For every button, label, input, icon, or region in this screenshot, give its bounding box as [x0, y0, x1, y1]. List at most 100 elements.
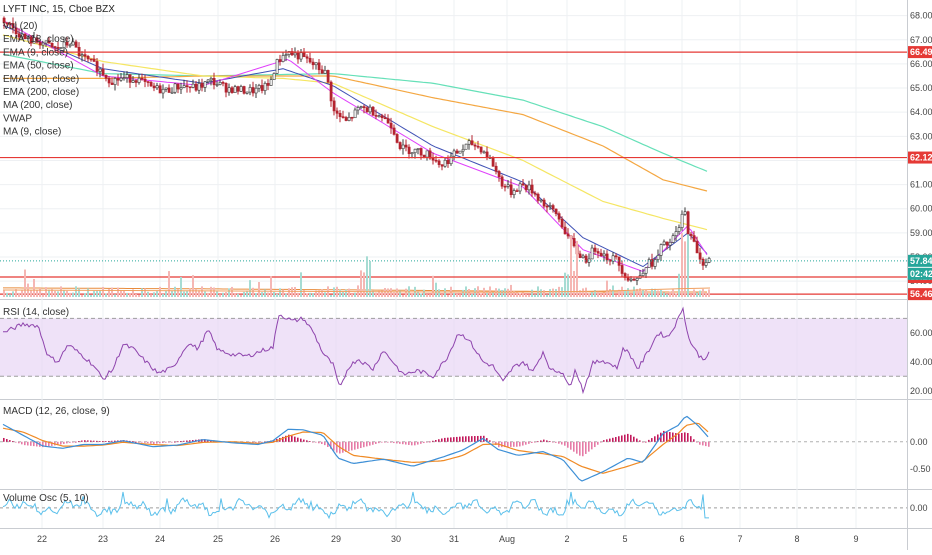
- macd-histogram-bar: [540, 440, 542, 442]
- macd-histogram-bar: [534, 441, 536, 443]
- volume-bar: [123, 290, 125, 297]
- volume-bar: [564, 272, 566, 297]
- macd-histogram-bar: [189, 440, 191, 442]
- candle-body: [599, 252, 603, 257]
- macd-histogram-bar: [99, 441, 101, 442]
- macd-histogram-bar: [693, 439, 695, 442]
- candle-body: [602, 253, 606, 257]
- candle-body: [572, 238, 576, 247]
- volume-bar: [210, 286, 212, 297]
- candle-body: [470, 140, 474, 146]
- candle-body: [317, 62, 321, 71]
- volume-bar: [129, 293, 131, 297]
- volume-bar: [333, 287, 335, 297]
- candle-body: [380, 115, 384, 118]
- volume-bar: [84, 293, 86, 297]
- macd-histogram-bar: [564, 441, 566, 446]
- volume-bar: [684, 241, 686, 297]
- candle-body: [644, 267, 648, 274]
- macd-histogram-bar: [708, 441, 710, 447]
- macd-histogram-bar: [474, 436, 476, 442]
- candle-body: [104, 75, 108, 79]
- macd-histogram-bar: [528, 441, 530, 444]
- volume-bar: [93, 291, 95, 297]
- macd-histogram-bar: [360, 441, 362, 449]
- candle-body: [269, 79, 273, 86]
- volume-bar: [399, 290, 401, 297]
- candle-body: [659, 244, 663, 256]
- price-panel[interactable]: [0, 16, 907, 295]
- volume-bar: [33, 278, 35, 297]
- volume-bar: [633, 286, 635, 297]
- macd-histogram-bar: [162, 441, 164, 443]
- macd-histogram-bar: [591, 441, 593, 450]
- volume-bar: [516, 291, 518, 297]
- chart-title: LYFT INC, 15, Cboe BZX: [3, 4, 115, 15]
- volume-bar: [387, 288, 389, 297]
- volume-bar: [708, 289, 710, 297]
- macd-histogram-bar: [642, 441, 644, 443]
- volume-bar: [171, 290, 173, 297]
- macd-histogram-bar: [81, 440, 83, 442]
- macd-histogram-bar: [393, 441, 395, 444]
- macd-histogram-bar: [177, 441, 179, 443]
- macd-histogram-bar: [420, 441, 422, 444]
- volume-bar: [81, 294, 83, 297]
- volume-bar: [573, 270, 575, 297]
- volume-bar: [141, 288, 143, 297]
- macd-histogram-bar: [129, 440, 131, 442]
- macd-histogram-bar: [87, 440, 89, 442]
- volume-bar: [144, 288, 146, 297]
- macd-histogram-bar: [570, 441, 572, 450]
- macd-histogram-bar: [354, 441, 356, 450]
- macd-histogram-bar: [552, 441, 554, 443]
- rsi-panel[interactable]: [0, 306, 907, 395]
- volume-bar: [609, 289, 611, 297]
- countdown-tag: [908, 267, 932, 280]
- macd-histogram-bar: [510, 441, 512, 447]
- candle-body: [218, 82, 222, 85]
- macd-histogram-bar: [186, 440, 188, 442]
- macd-histogram-bar: [405, 441, 407, 445]
- volume-bar: [258, 282, 260, 297]
- candle-body: [479, 146, 483, 153]
- volume-bar: [486, 292, 488, 297]
- candle-body: [344, 117, 348, 121]
- macd-panel[interactable]: [0, 415, 907, 482]
- macd-histogram-bar: [252, 441, 254, 443]
- macd-histogram-bar: [399, 441, 401, 444]
- volume-osc-panel[interactable]: [0, 491, 907, 520]
- volume-bar: [18, 292, 20, 297]
- macd-histogram-bar: [315, 441, 317, 443]
- volume-bar: [12, 291, 14, 297]
- candle-body: [491, 157, 495, 167]
- macd-histogram-bar: [438, 439, 440, 442]
- candle-body: [482, 151, 486, 154]
- axis-layer: 68.0067.0066.0065.0064.0063.0062.0061.00…: [37, 11, 932, 544]
- macd-histogram-bar: [372, 441, 374, 445]
- macd-histogram-bar: [444, 437, 446, 442]
- volume-bar: [471, 293, 473, 297]
- macd-histogram-bar: [522, 441, 524, 446]
- macd-histogram-bar: [624, 434, 626, 442]
- legend-item-5: EMA (200, close): [3, 87, 79, 98]
- x-tick-label-11: 6: [679, 534, 684, 544]
- macd-histogram-bar: [102, 441, 104, 442]
- macd-line: [2, 415, 709, 482]
- macd-histogram-bar: [696, 441, 698, 443]
- candle-body: [179, 87, 183, 90]
- volume-bar: [285, 293, 287, 297]
- legend-item-7: VWAP: [3, 113, 32, 124]
- candle-body: [56, 47, 60, 49]
- candle-body: [632, 278, 636, 281]
- volume-bar: [621, 286, 623, 297]
- volume-bar: [366, 256, 368, 297]
- volume-bar: [681, 233, 683, 297]
- candle-body: [386, 118, 390, 124]
- volume-bar: [180, 277, 182, 297]
- candle-body: [278, 59, 282, 62]
- candle-body: [662, 241, 666, 245]
- candle-body: [458, 150, 462, 154]
- macd-histogram-bar: [72, 441, 74, 443]
